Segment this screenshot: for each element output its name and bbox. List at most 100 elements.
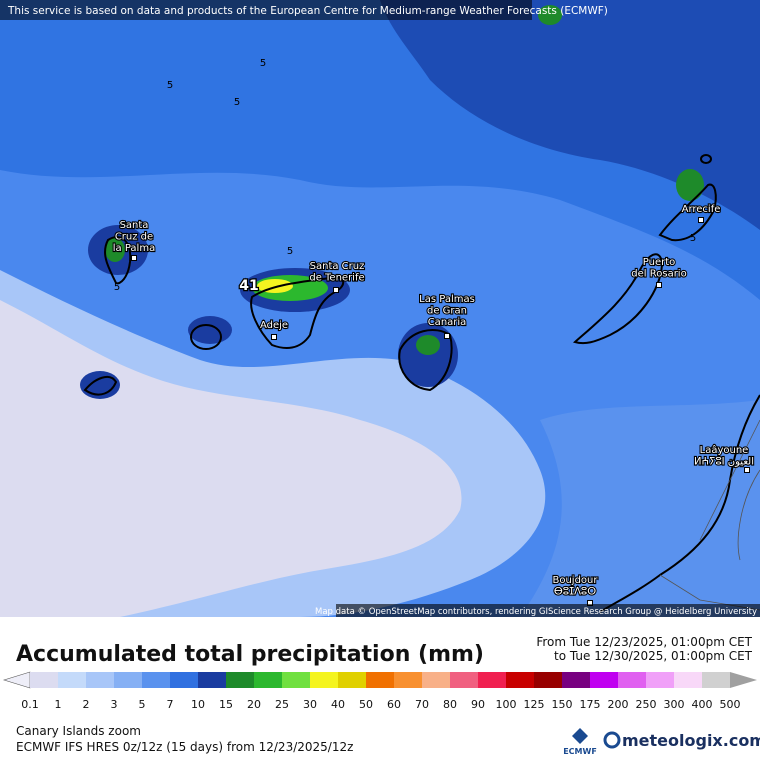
legend-swatch <box>646 672 675 688</box>
legend-label: 1 <box>55 698 62 711</box>
contour-label: 5 <box>690 233 696 244</box>
legend-swatch <box>114 672 143 688</box>
place-label: ⴱⵓⵊⴷⵓⵔ <box>554 587 596 598</box>
place-label: Santa Cruz <box>310 261 365 272</box>
legend-arrow-high <box>730 672 757 688</box>
ecmwf-logo: ECMWF <box>563 747 597 756</box>
place-label: Arrecife <box>682 204 721 215</box>
place-label: Las Palmas <box>419 294 475 305</box>
legend-label: 3 <box>111 698 118 711</box>
place-label: ⵍⵄⵢⵓⵏ العيون <box>694 457 754 468</box>
legend-swatch <box>30 672 59 688</box>
legend-label: 80 <box>443 698 457 711</box>
place-label: Cruz de <box>115 232 153 243</box>
legend-swatch <box>674 672 703 688</box>
region: Canary Islands zoom <box>16 724 141 738</box>
legend-label: 7 <box>167 698 174 711</box>
legend-label: 2 <box>83 698 90 711</box>
legend-label: 30 <box>303 698 317 711</box>
ecmwf-icon <box>572 728 588 744</box>
model-info: ECMWF IFS HRES 0z/12z (15 days) from 12/… <box>16 740 353 754</box>
place-marker <box>271 334 277 340</box>
legend-title: Accumulated total precipitation (mm) <box>16 642 484 667</box>
legend-label: 100 <box>496 698 517 711</box>
brand: meteologix.com <box>622 731 760 750</box>
legend-label: 5 <box>139 698 146 711</box>
place-label: de Tenerife <box>309 273 364 284</box>
legend-swatch <box>86 672 115 688</box>
legend-swatch <box>366 672 395 688</box>
legend-label: 50 <box>359 698 373 711</box>
legend-label: 60 <box>387 698 401 711</box>
color-legend: 0.1 1 2 3 5 7 10 15 20 25 30 40 50 60 70 80 90 100 125 150 1… <box>2 671 757 711</box>
legend-swatch <box>310 672 339 688</box>
legend-swatch <box>282 672 311 688</box>
legend-label: 175 <box>580 698 601 711</box>
attribution: Map data © OpenStreetMap contributors, r… <box>315 607 757 617</box>
place-marker <box>698 217 704 223</box>
legend-label: 300 <box>664 698 685 711</box>
place-label: Boujdour <box>552 575 598 586</box>
legend-label: 90 <box>471 698 485 711</box>
legend-label: 25 <box>275 698 289 711</box>
legend-swatch <box>394 672 423 688</box>
place-label: de Gran <box>427 306 467 317</box>
legend-swatch <box>618 672 647 688</box>
legend-swatch <box>254 672 283 688</box>
legend-label: 500 <box>720 698 741 711</box>
legend-label: 70 <box>415 698 429 711</box>
legend-swatch <box>562 672 591 688</box>
place-label: Laâyoune <box>700 444 749 456</box>
legend-swatch <box>58 672 87 688</box>
place-label: Canaria <box>428 317 467 328</box>
legend-swatch <box>338 672 367 688</box>
contour-label: 5 <box>260 58 266 69</box>
legend-label: 0.1 <box>21 698 39 711</box>
contour-label: 5 <box>234 97 240 108</box>
place-marker <box>656 282 662 288</box>
contour-label: 5 <box>114 282 120 293</box>
legend-swatch <box>590 672 619 688</box>
period-from: From Tue 12/23/2025, 01:00pm CET <box>536 635 752 649</box>
legend-swatch <box>170 672 199 688</box>
legend-label: 20 <box>247 698 261 711</box>
place-marker <box>444 333 450 339</box>
legend-swatch <box>198 672 227 688</box>
place-label: Santa <box>120 220 149 231</box>
legend-swatch <box>478 672 507 688</box>
legend-swatch <box>534 672 563 688</box>
place-label: Adeje <box>260 320 288 331</box>
legend-swatch <box>422 672 451 688</box>
legend-label: 400 <box>692 698 713 711</box>
legend-swatch <box>226 672 255 688</box>
contour-label: 5 <box>167 80 173 91</box>
legend-swatch <box>702 672 731 688</box>
legend-arrow-low <box>2 671 31 689</box>
legend-label: 10 <box>191 698 205 711</box>
legend-swatch <box>142 672 171 688</box>
legend-label: 15 <box>219 698 233 711</box>
brand-icon <box>603 731 621 749</box>
place-marker <box>744 467 750 473</box>
legend-label: 250 <box>636 698 657 711</box>
contour-labels: 5 5 5 5 5 5 <box>114 58 696 293</box>
place-marker <box>131 255 137 261</box>
legend-label: 200 <box>608 698 629 711</box>
place-label: Puerto <box>643 257 676 268</box>
place-label: del Rosario <box>631 269 686 280</box>
attribution-bg <box>336 604 760 617</box>
banner-bg <box>0 0 532 20</box>
legend-label: 40 <box>331 698 345 711</box>
legend-swatch <box>450 672 479 688</box>
max-value-label: 41 <box>239 278 258 294</box>
banner: This service is based on data and produc… <box>7 5 608 17</box>
place-label: la Palma <box>113 243 155 254</box>
legend-label: 125 <box>524 698 545 711</box>
period-to: to Tue 12/30/2025, 01:00pm CET <box>554 649 753 663</box>
legend-swatch <box>506 672 535 688</box>
contour-label: 5 <box>287 246 293 257</box>
legend-label: 150 <box>552 698 573 711</box>
